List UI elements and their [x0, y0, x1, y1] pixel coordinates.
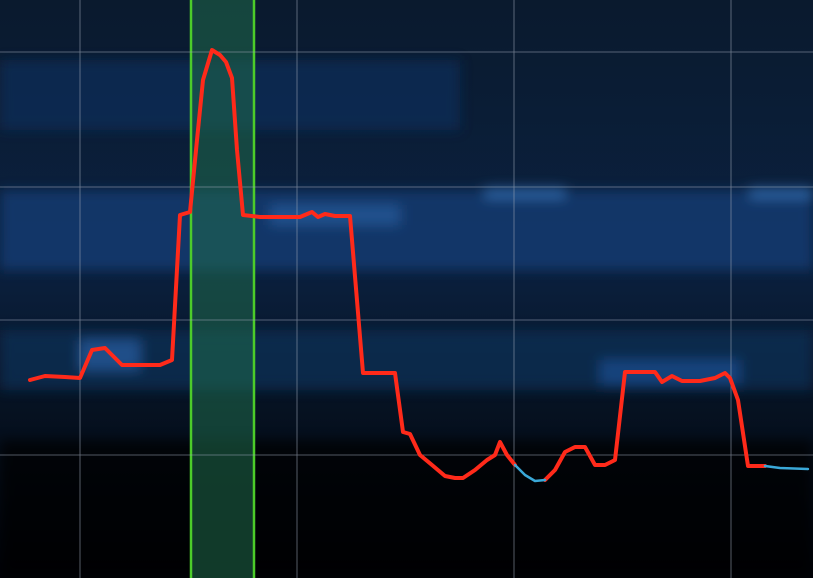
- spectrogram-view: [0, 0, 813, 578]
